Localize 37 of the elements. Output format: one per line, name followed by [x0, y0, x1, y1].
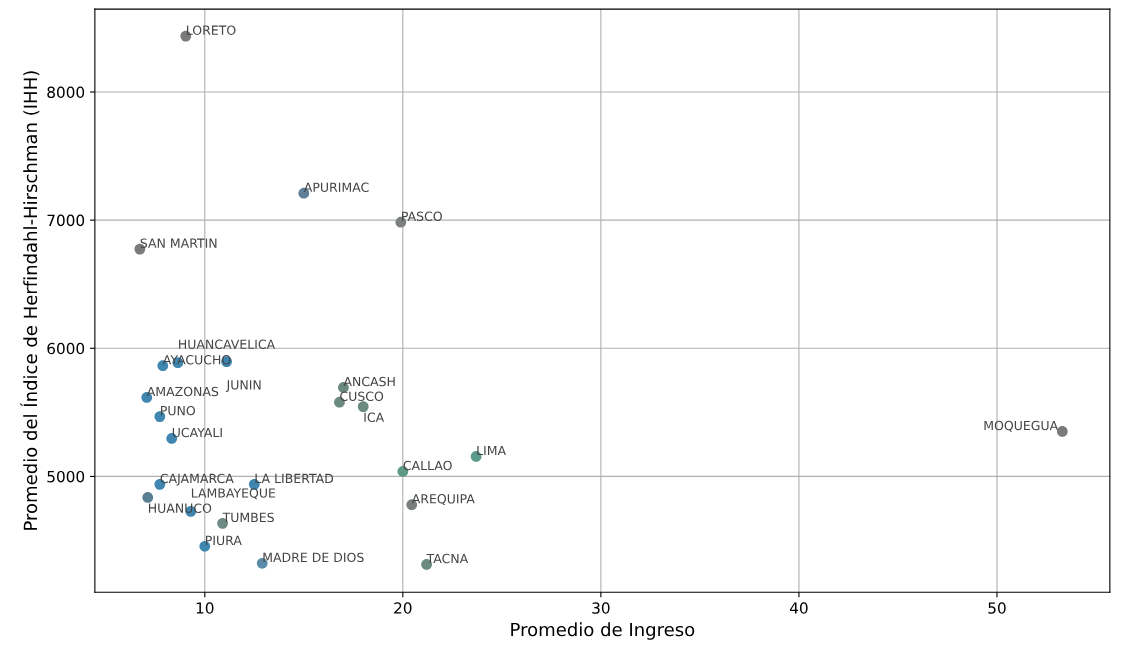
annotation: SAN MARTIN: [140, 238, 217, 248]
annotation: AREQUIPA: [411, 494, 475, 505]
point: [357, 401, 369, 412]
annotation: PUNO: [161, 405, 195, 416]
annotation: TACNA: [426, 553, 469, 564]
annotation: LIMA: [477, 445, 506, 456]
x-tick-label: 30: [592, 602, 610, 614]
y-tick-label: 7000: [47, 214, 85, 227]
y-tick-label: 6000: [47, 342, 85, 355]
annotation: PASCO: [402, 211, 442, 221]
y-axis-title: Promedio del Índice de Herfindahl-Hirschman (IHH): [20, 71, 40, 530]
x-tick-label: 40: [789, 602, 808, 614]
annotation: LORETO: [187, 25, 236, 35]
x-tick-label: 10: [196, 602, 214, 614]
annotation: LA LIBERTAD: [255, 473, 334, 483]
annotation: AMAZONAS: [146, 386, 219, 397]
point: [142, 492, 154, 503]
annotation: MOQUEGUA: [984, 420, 1059, 432]
annotation: ANCASH: [343, 376, 395, 387]
annotation: MADRE DE DIOS: [263, 552, 364, 563]
x-axis-title: Promedio de Ingreso: [511, 622, 695, 640]
annotation: HUANCAVELICA: [179, 339, 276, 349]
annotation: CUSCO: [340, 391, 384, 402]
annotation: JUNIN: [225, 380, 261, 392]
point: [1056, 426, 1068, 437]
annotation: CAJAMARCA: [160, 473, 234, 486]
x-tick-label: 50: [988, 602, 1006, 614]
y-tick-label: 8000: [47, 86, 85, 99]
annotation: ICA: [364, 412, 385, 423]
annotation: CALLAO: [403, 460, 452, 471]
annotation: APURIMAC: [303, 182, 369, 193]
annotation: LAMBAYEQUE: [191, 488, 276, 500]
x-tick-label: 20: [394, 602, 412, 614]
y-tick-label: 5000: [47, 470, 85, 483]
annotation: PIURA: [206, 535, 242, 546]
annotation: TUMBES: [222, 512, 274, 523]
annotation: UCAYALI: [172, 427, 222, 438]
